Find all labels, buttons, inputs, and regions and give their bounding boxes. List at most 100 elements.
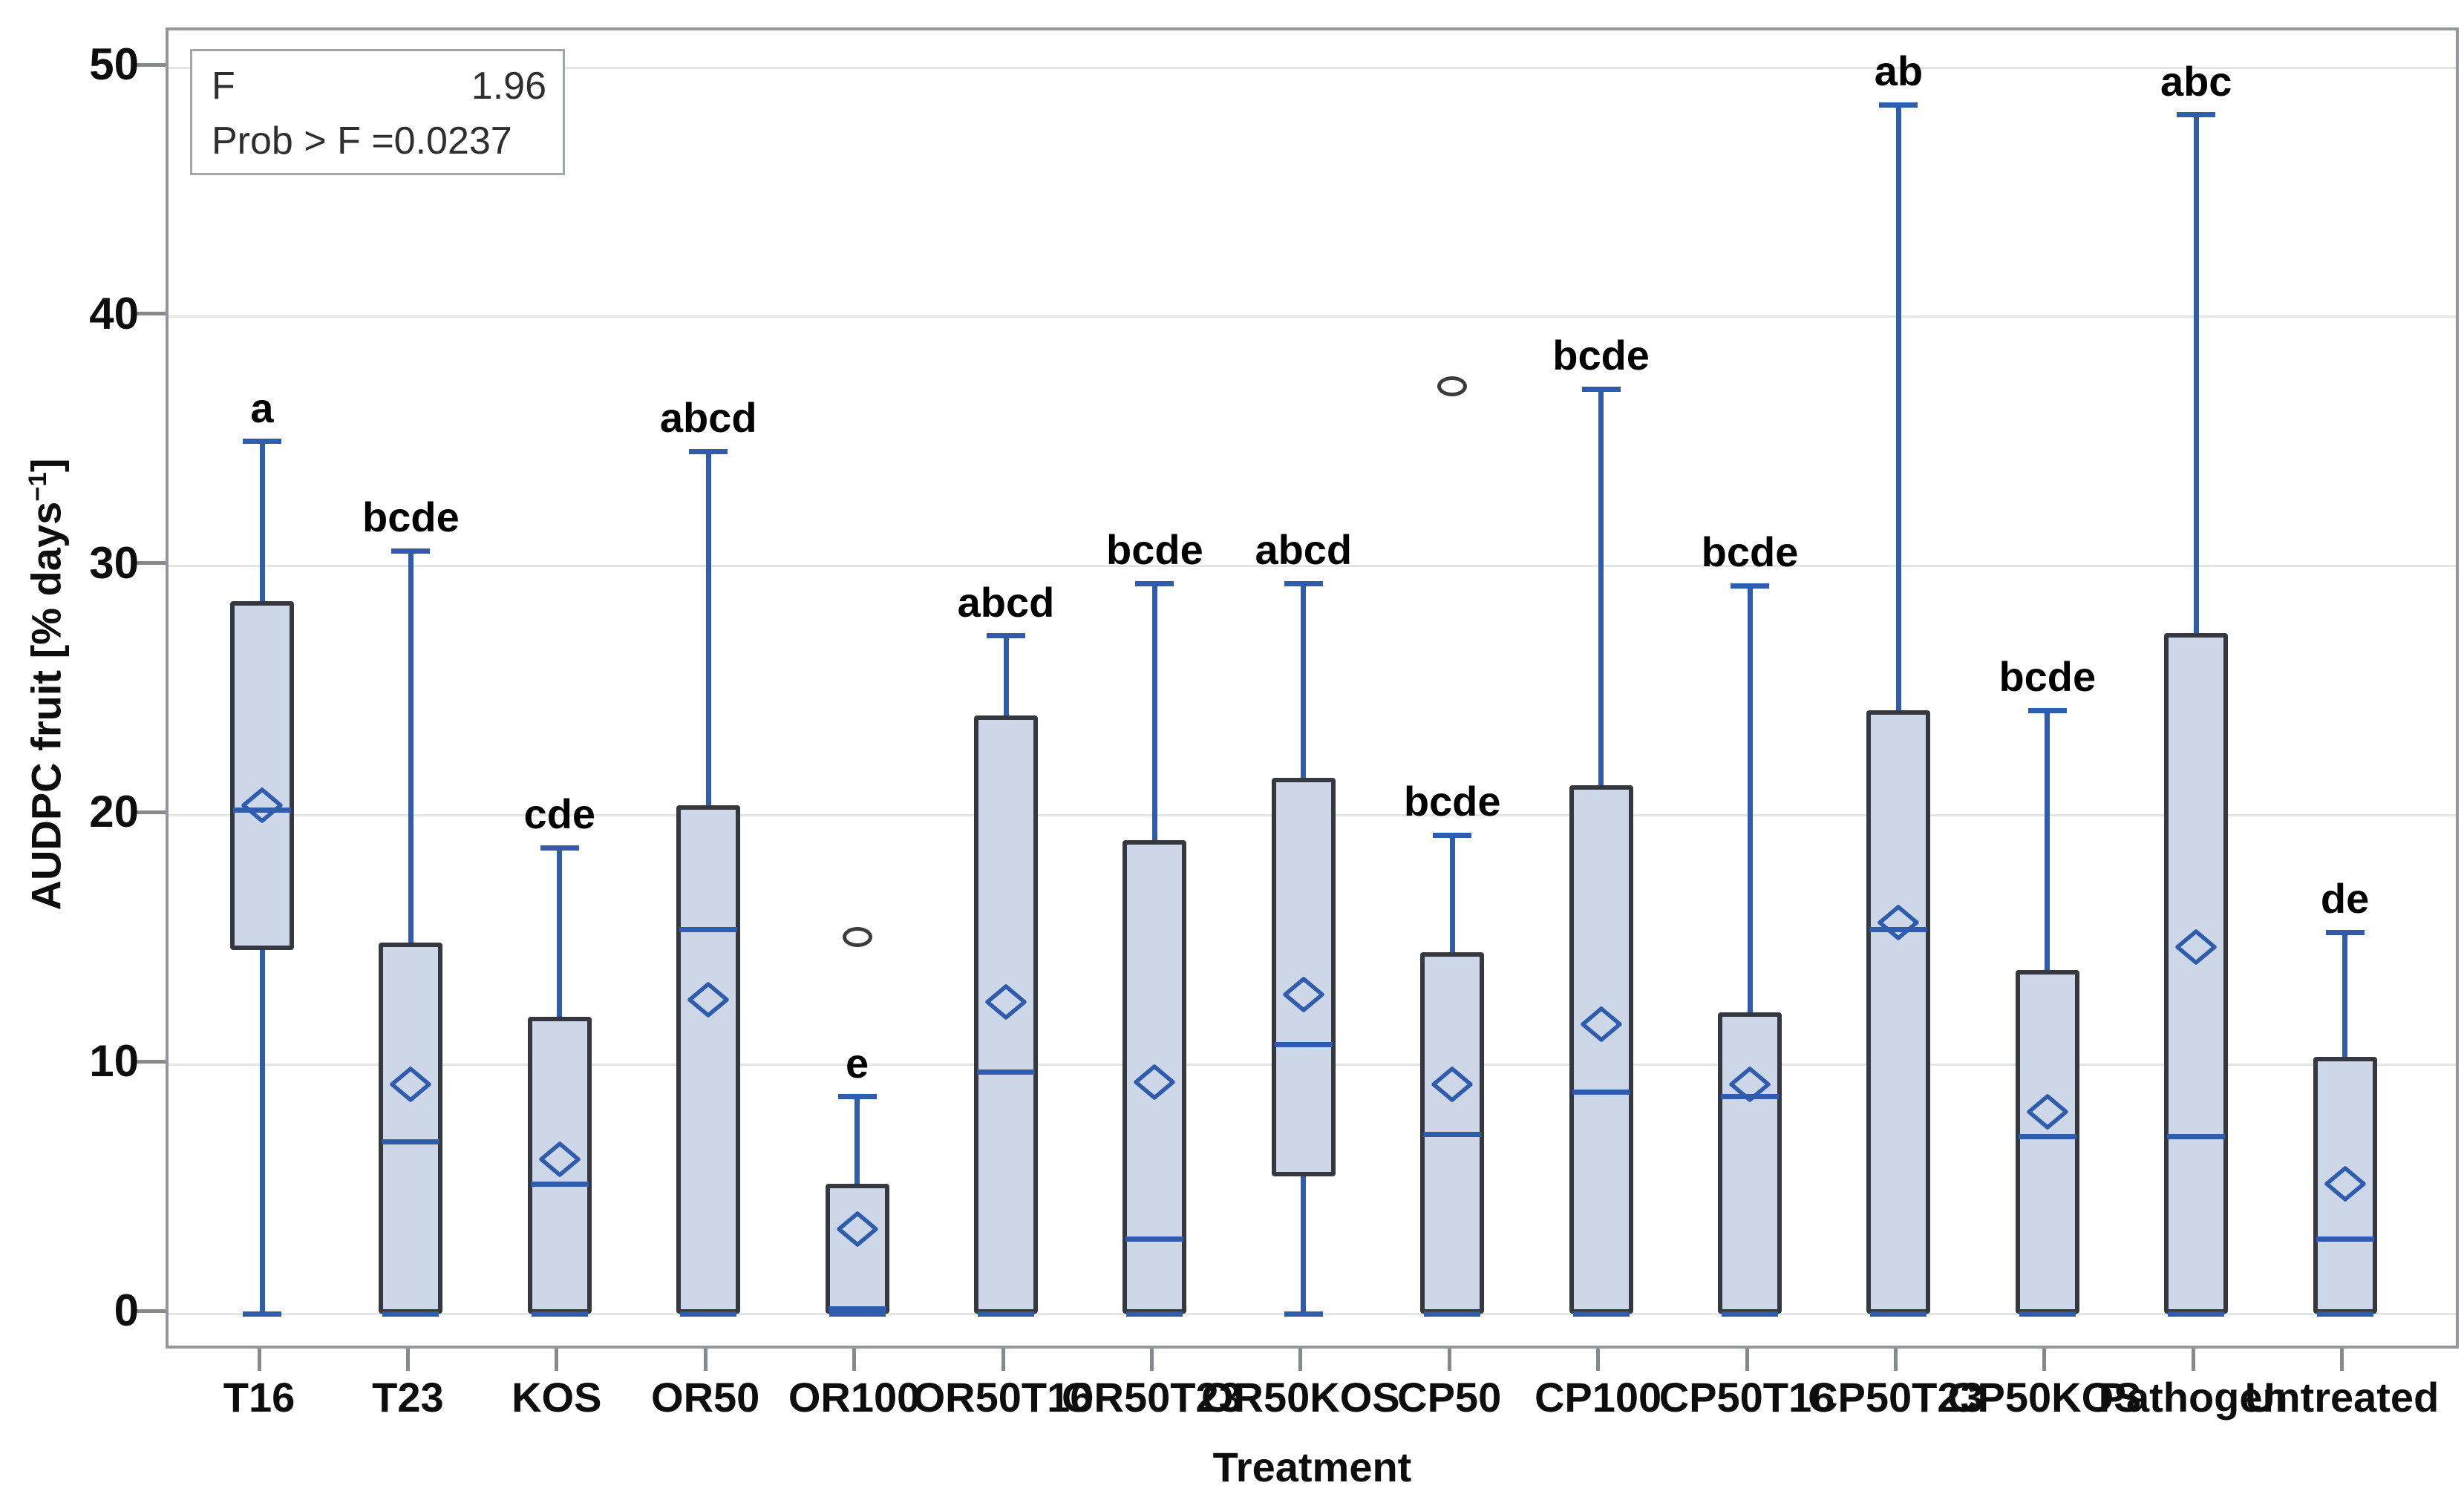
mean-diamond-marker (1134, 1064, 1176, 1104)
x-axis-tick-label-Untreated: Untreated (2244, 1374, 2440, 1421)
y-axis-tick-label-20: 20 (89, 787, 139, 837)
whisker-cap-lower (1572, 1311, 1630, 1317)
mean-diamond-marker (836, 1211, 878, 1251)
x-axis-tick-label-OR50T16: OR50T16 (912, 1374, 1094, 1421)
whisker-cap-lower (1284, 1311, 1323, 1317)
plot-area: a bcde cde abcd e abcd bcde abcd bcde bcde bcde ab b… (166, 27, 2459, 1349)
y-axis-title-bracket: ] (22, 458, 70, 473)
whisker-cap-upper (1135, 580, 1174, 586)
median-line (1572, 1089, 1630, 1095)
box-iqr (1866, 710, 1931, 1314)
whisker-cap-upper (689, 448, 728, 454)
x-axis-tick-label-T16: T16 (223, 1374, 295, 1421)
whisker-cap-upper (1433, 832, 1472, 838)
box-iqr (676, 805, 741, 1314)
x-axis-tick-OR50T23 (1149, 1349, 1154, 1371)
whisker-cap-upper (2027, 707, 2067, 713)
f-statistic-label: F (212, 65, 235, 108)
x-axis-title: Treatment (1212, 1444, 1412, 1490)
prob-f-row: Prob > F =0.0237 (212, 119, 512, 163)
mean-diamond-marker (1431, 1067, 1473, 1106)
significance-letter: bcde (1999, 653, 2097, 701)
y-axis-tick-label-10: 10 (89, 1036, 139, 1087)
whisker-cap-upper (243, 439, 281, 445)
whisker-cap-upper (1581, 386, 1621, 392)
gridline-y-30 (169, 565, 2456, 568)
mean-diamond-marker (687, 982, 729, 1021)
anova-stats-box: F 1.96 Prob > F =0.0237 (190, 49, 565, 175)
mean-diamond-marker (241, 787, 283, 827)
x-axis-tick-label-OR50T23: OR50T23 (1061, 1374, 1242, 1421)
box-iqr (974, 715, 1038, 1314)
mean-diamond-marker (1729, 1067, 1771, 1106)
significance-letter: ab (1874, 48, 1924, 95)
median-line (1423, 1131, 1482, 1137)
median-line (382, 1139, 440, 1144)
x-axis-tick-label-OR50: OR50 (651, 1374, 760, 1421)
whisker-cap-lower (382, 1311, 439, 1317)
mean-diamond-marker (1283, 977, 1324, 1016)
box-iqr (2015, 969, 2079, 1314)
mean-diamond-marker (390, 1067, 432, 1106)
whisker-cap-lower (243, 1311, 281, 1317)
whisker-cap-upper (1731, 583, 1769, 589)
significance-letter: e (846, 1039, 869, 1087)
median-line (2018, 1134, 2076, 1140)
x-axis-tick-OR100 (852, 1349, 857, 1371)
box-iqr (527, 1017, 592, 1314)
whisker-cap-lower (531, 1311, 588, 1317)
y-axis-title-superscript: −1 (23, 472, 52, 502)
median-line (2167, 1134, 2226, 1140)
outlier-point (842, 927, 872, 948)
x-axis-tick-T23 (405, 1349, 410, 1371)
x-axis-tick-label-T23: T23 (372, 1374, 444, 1421)
median-line (233, 808, 291, 813)
y-axis-tick-0 (136, 1308, 166, 1313)
whisker-cap-lower (680, 1311, 737, 1317)
median-line (1274, 1041, 1333, 1047)
y-axis-tick-50 (136, 62, 166, 67)
significance-letter: bcde (1552, 332, 1650, 379)
whisker-cap-lower (1126, 1311, 1183, 1317)
whisker-line (408, 551, 414, 1314)
whisker-cap-lower (1722, 1311, 1778, 1317)
whisker-cap-lower (2019, 1311, 2076, 1317)
x-axis-tick-CP50T23 (1893, 1349, 1898, 1371)
median-line (1721, 1094, 1779, 1100)
mean-diamond-marker (985, 984, 1027, 1023)
y-axis-tick-label-30: 30 (89, 537, 139, 588)
mean-diamond-marker (1878, 905, 1920, 944)
x-axis-tick-label-OR50KOS: OR50KOS (1200, 1374, 1400, 1421)
whisker-cap-lower (2168, 1311, 2225, 1317)
significance-letter: bcde (1701, 528, 1799, 576)
whisker-cap-lower (2316, 1311, 2373, 1317)
x-axis-tick-label-CP50KOS: CP50KOS (1947, 1374, 2142, 1421)
median-line (1125, 1236, 1184, 1242)
outlier-point (1437, 376, 1468, 397)
gridline-y-50 (169, 66, 2456, 69)
x-axis-tick-OR50 (703, 1349, 707, 1371)
x-axis-tick-CP50KOS (2042, 1349, 2047, 1371)
x-axis-tick-CP50 (1447, 1349, 1451, 1371)
f-statistic-row: F 1.96 (212, 59, 546, 114)
median-line (2316, 1236, 2374, 1242)
whisker-cap-upper (2177, 112, 2216, 118)
median-line (828, 1306, 886, 1311)
box-iqr (379, 942, 443, 1314)
significance-letter: cde (523, 790, 596, 838)
y-axis-tick-10 (136, 1059, 166, 1064)
x-axis-tick-label-Pathogen: Pathogen (2098, 1374, 2288, 1421)
box-iqr (1569, 785, 1633, 1314)
significance-letter: abc (2160, 57, 2232, 105)
x-axis-tick-CP50T16 (1745, 1349, 1749, 1371)
whisker-cap-upper (2325, 929, 2365, 935)
x-axis-tick-label-CP50: CP50 (1397, 1374, 1502, 1421)
mean-diamond-marker (539, 1141, 581, 1181)
median-line (679, 927, 738, 933)
whisker-cap-upper (540, 845, 579, 851)
whisker-cap-upper (987, 633, 1025, 639)
box-iqr (2164, 633, 2229, 1314)
x-axis-tick-OR50T16 (1001, 1349, 1005, 1371)
significance-letter: abcd (659, 394, 757, 442)
